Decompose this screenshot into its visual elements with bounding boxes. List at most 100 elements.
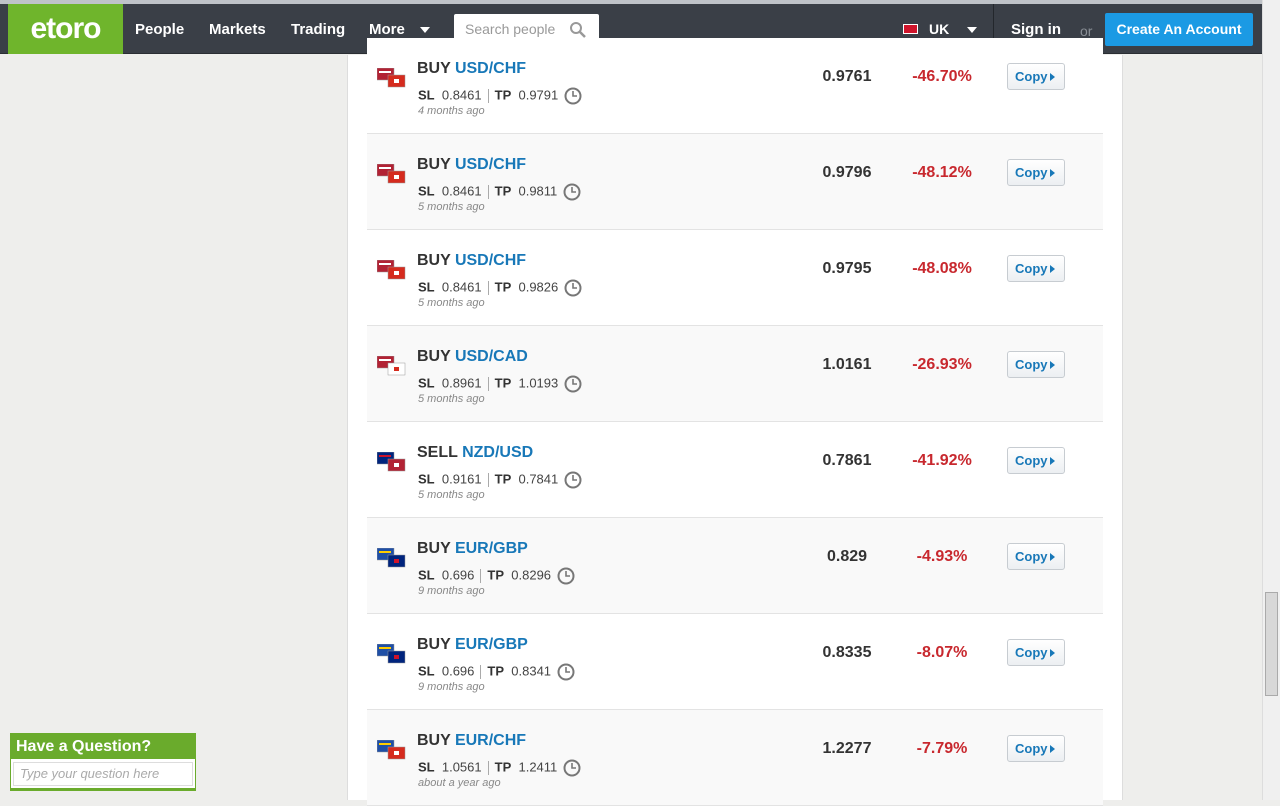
copy-button[interactable]: Copy <box>1007 447 1065 474</box>
instrument-link[interactable]: USD/CHF <box>454 252 527 269</box>
clock-icon <box>557 567 575 585</box>
copy-button[interactable]: Copy <box>1007 735 1065 762</box>
logo[interactable]: etoro <box>8 4 123 54</box>
action: BUY <box>417 636 451 653</box>
action: BUY <box>417 60 451 77</box>
action: BUY <box>417 252 451 269</box>
sl-label: SL <box>418 279 435 295</box>
sl-tp: SL 0.8961 TP 1.0193 <box>418 375 582 393</box>
nav-link[interactable]: More <box>369 21 405 38</box>
time-ago: 4 months ago <box>418 105 485 117</box>
clock-icon <box>564 375 582 393</box>
sl-tp: SL 0.9161 TP 0.7841 <box>418 471 582 489</box>
trade-title: BUY USD/CAD <box>417 348 528 366</box>
sl-label: SL <box>418 183 435 199</box>
tp-label: TP <box>494 183 512 199</box>
tp-label: TP <box>494 87 512 103</box>
rate: 0.9761 <box>822 68 872 85</box>
pair-flags <box>377 452 406 472</box>
tp-label: TP <box>494 279 512 295</box>
clock-icon <box>564 87 582 105</box>
sign-in[interactable]: Sign in <box>1011 21 1061 38</box>
trade-row: BUY USD/CHF SL 0.8461 TP 0.9811 5 months ag… <box>367 134 1103 230</box>
trade-row: BUY USD/CAD SL 0.8961 TP 1.0193 5 months ag… <box>367 326 1103 422</box>
tp-value: 0.9811 <box>518 183 558 199</box>
country[interactable]: UK <box>929 21 950 37</box>
rate: 0.7861 <box>822 452 872 469</box>
copy-button[interactable]: Copy <box>1007 255 1065 282</box>
clock-icon <box>563 759 581 777</box>
separator <box>993 4 994 54</box>
sl-tp: SL 0.8461 TP 0.9811 <box>418 183 581 201</box>
sl-value: 0.8461 <box>441 183 482 199</box>
action: BUY <box>417 348 451 365</box>
sl-value: 0.696 <box>441 567 475 583</box>
scrollbar[interactable] <box>1262 0 1280 800</box>
pair-flags <box>377 356 406 376</box>
sl-tp: SL 1.0561 TP 1.2411 <box>418 759 581 777</box>
trade-title: BUY EUR/GBP <box>417 540 528 558</box>
sl-value: 0.8961 <box>441 375 482 391</box>
divider <box>487 473 489 487</box>
copy-button[interactable]: Copy <box>1007 351 1065 378</box>
sl-label: SL <box>418 567 435 583</box>
dropdown-arrow <box>420 27 430 33</box>
pair-flags <box>377 548 406 568</box>
instrument-link[interactable]: EUR/CHF <box>454 732 527 749</box>
divider <box>487 761 489 775</box>
change: -26.93% <box>912 356 972 373</box>
time-ago: 5 months ago <box>418 297 485 309</box>
copy-button[interactable]: Copy <box>1007 159 1065 186</box>
nav-link[interactable]: People <box>135 21 185 38</box>
divider <box>487 89 489 103</box>
copy-button[interactable]: Copy <box>1007 63 1065 90</box>
sl-tp: SL 0.8461 TP 0.9826 <box>418 279 582 297</box>
sl-value: 0.8461 <box>441 87 482 103</box>
rate: 0.829 <box>826 548 868 565</box>
scroll-thumb[interactable] <box>1265 592 1278 696</box>
copy-button[interactable]: Copy <box>1007 639 1065 666</box>
pair-flags <box>377 740 406 760</box>
instrument-link[interactable]: NZD/USD <box>462 444 534 461</box>
sl-value: 1.0561 <box>441 759 482 775</box>
rate: 1.0161 <box>822 356 872 373</box>
trade-title: BUY USD/CHF <box>417 156 526 174</box>
nav-link[interactable]: Trading <box>291 21 346 38</box>
instrument-link[interactable]: USD/CHF <box>454 156 527 173</box>
rate: 1.2277 <box>822 740 872 757</box>
help-input[interactable]: Type your question here <box>13 762 193 786</box>
tp-value: 0.9791 <box>518 87 559 103</box>
instrument-link[interactable]: USD/CAD <box>454 348 528 365</box>
copy-button[interactable]: Copy <box>1007 543 1065 570</box>
create-account-button[interactable]: Create An Account <box>1105 13 1253 46</box>
trade-title: BUY EUR/CHF <box>417 732 526 750</box>
instrument-link[interactable]: EUR/GBP <box>454 540 528 557</box>
help-widget: Have a Question? Type your question here <box>10 733 196 791</box>
help-title: Have a Question? <box>11 734 195 759</box>
sl-value: 0.696 <box>441 663 475 679</box>
top-strip <box>0 0 1262 4</box>
nav-link[interactable]: Markets <box>209 21 266 38</box>
search-icon[interactable] <box>570 22 586 38</box>
sl-tp: SL 0.696 TP 0.8341 <box>418 663 575 681</box>
sl-label: SL <box>418 759 435 775</box>
instrument-link[interactable]: USD/CHF <box>454 60 527 77</box>
trade-title: SELL NZD/USD <box>417 444 533 462</box>
time-ago: 9 months ago <box>418 585 485 597</box>
tp-value: 0.9826 <box>518 279 559 295</box>
or-text: or <box>1080 23 1093 39</box>
instrument-link[interactable]: EUR/GBP <box>454 636 528 653</box>
trade-row: BUY EUR/GBP SL 0.696 TP 0.8296 9 months ago… <box>367 518 1103 614</box>
change: -48.12% <box>912 164 972 181</box>
tp-label: TP <box>494 759 512 775</box>
tp-label: TP <box>494 375 512 391</box>
clock-icon <box>557 663 575 681</box>
rate: 0.9795 <box>822 260 872 277</box>
divider <box>487 377 489 391</box>
sl-value: 0.9161 <box>441 471 482 487</box>
sl-label: SL <box>418 663 435 679</box>
trade-title: BUY USD/CHF <box>417 252 526 270</box>
tp-value: 0.8296 <box>511 567 552 583</box>
action: BUY <box>417 732 451 749</box>
